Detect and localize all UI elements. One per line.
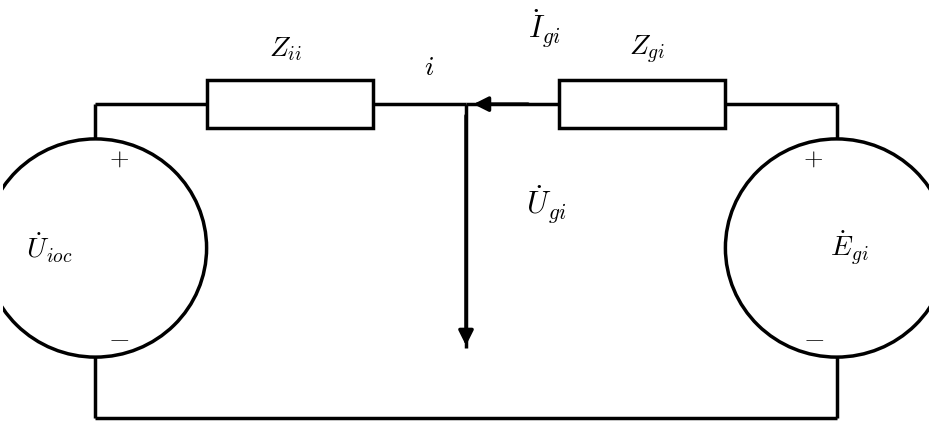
Ellipse shape	[725, 139, 932, 357]
Bar	[558, 80, 725, 128]
Text: $\dot{E}_{gi}$: $\dot{E}_{gi}$	[830, 229, 869, 267]
Text: $-$: $-$	[108, 324, 130, 351]
Text: $\dot{U}_{ioc}$: $\dot{U}_{ioc}$	[26, 231, 73, 265]
Ellipse shape	[0, 139, 207, 357]
Text: $Z_{gi}$: $Z_{gi}$	[629, 34, 665, 66]
Text: $i$: $i$	[424, 54, 434, 80]
Text: $Z_{ii}$: $Z_{ii}$	[268, 36, 302, 63]
Text: $+$: $+$	[803, 147, 824, 170]
Bar	[207, 80, 374, 128]
Text: $-$: $-$	[802, 324, 824, 351]
Text: $+$: $+$	[108, 147, 129, 170]
Text: $\dot{I}_{gi}$: $\dot{I}_{gi}$	[528, 7, 561, 49]
Text: $\dot{U}_{gi}$: $\dot{U}_{gi}$	[527, 184, 567, 225]
